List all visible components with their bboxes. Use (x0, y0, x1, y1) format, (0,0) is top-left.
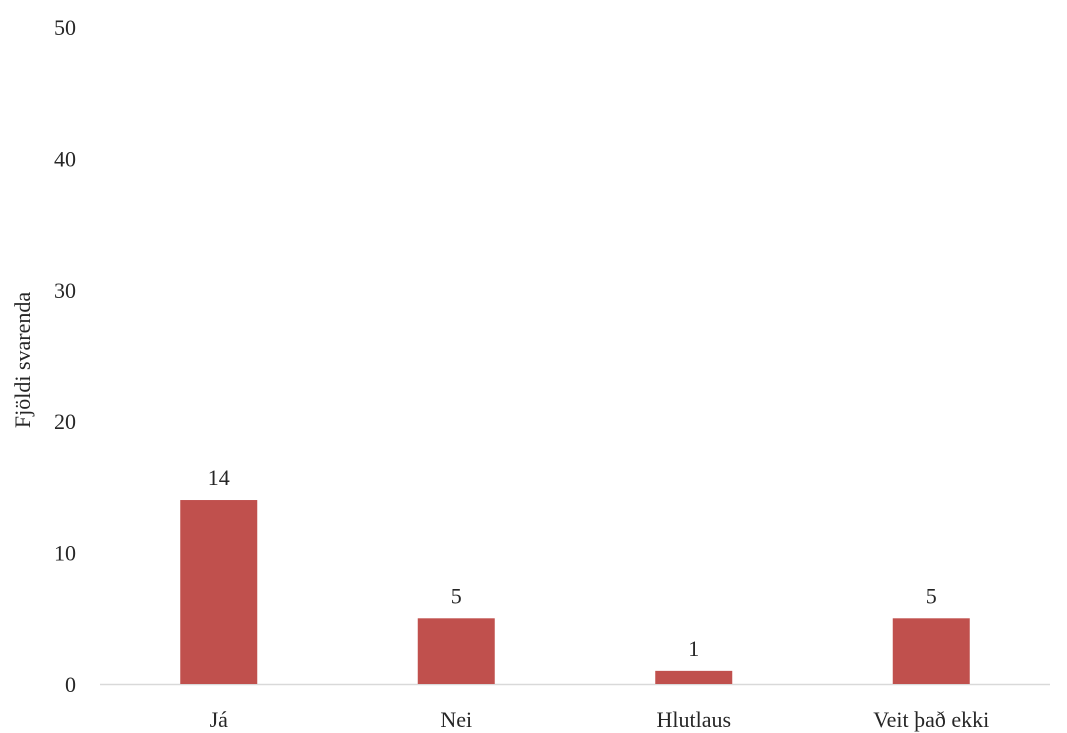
data-label: 14 (208, 465, 230, 490)
data-label: 5 (451, 583, 462, 608)
data-labels: 14 5 1 5 (208, 465, 937, 661)
x-category-label: Veit það ekki (873, 707, 989, 732)
y-tick-label: 10 (54, 541, 76, 566)
bars (180, 500, 970, 684)
y-axis-label: Fjöldi svarenda (10, 292, 35, 428)
x-category-label: Nei (440, 707, 472, 732)
x-category-label: Hlutlaus (656, 707, 731, 732)
bar (417, 618, 495, 684)
y-tick-labels: 0 10 20 30 40 50 (54, 15, 76, 697)
bar (892, 618, 970, 684)
bar (180, 500, 258, 684)
y-tick-label: 0 (65, 672, 76, 697)
x-category-label: Já (210, 707, 229, 732)
data-label: 1 (688, 636, 699, 661)
y-tick-label: 30 (54, 278, 76, 303)
y-tick-label: 50 (54, 15, 76, 40)
bar (655, 670, 733, 684)
data-label: 5 (926, 583, 937, 608)
y-tick-label: 20 (54, 409, 76, 434)
x-category-labels: Já Nei Hlutlaus Veit það ekki (210, 707, 990, 732)
y-tick-label: 40 (54, 146, 76, 171)
